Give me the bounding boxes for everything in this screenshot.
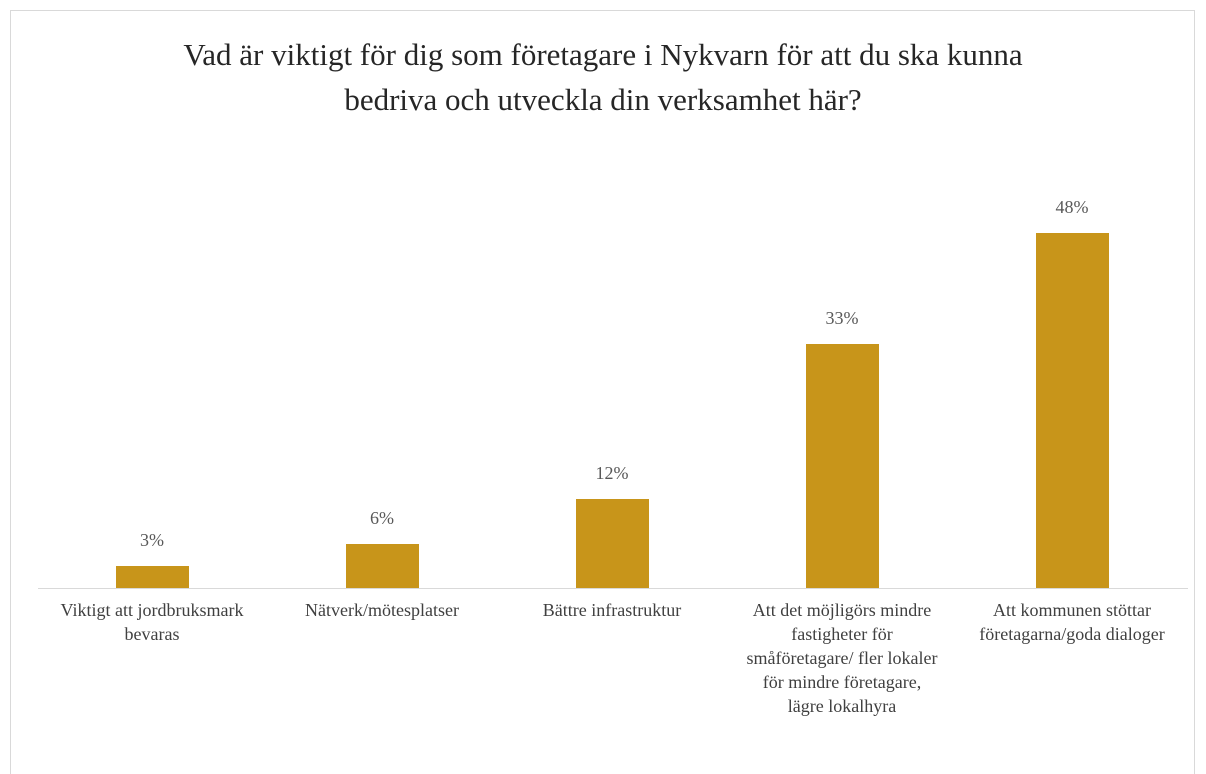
x-axis-line: [38, 588, 1188, 589]
value-label: 48%: [1055, 197, 1089, 217]
x-tick-label: Att kommunen stöttar företagarna/goda di…: [979, 600, 1165, 644]
x-tick-label: Att det möjligörs mindre fastigheter för…: [746, 600, 938, 716]
bar: [1035, 233, 1109, 588]
bar: [805, 343, 879, 588]
chart-title: Vad är viktigt för dig som företagare i …: [183, 37, 1023, 117]
chart-frame: [10, 10, 1195, 774]
x-tick-label: Bättre infrastruktur: [542, 600, 682, 620]
bar: [345, 543, 419, 588]
value-label: 33%: [825, 307, 859, 328]
x-tick-label: Viktigt att jordbruksmark bevaras: [60, 600, 244, 644]
value-label: 12%: [595, 463, 629, 484]
value-label: 3%: [140, 529, 164, 550]
bar: [115, 565, 189, 588]
value-label: 6%: [370, 507, 394, 528]
bar: [575, 499, 649, 588]
x-tick-label: Nätverk/mötesplatser: [305, 600, 459, 620]
